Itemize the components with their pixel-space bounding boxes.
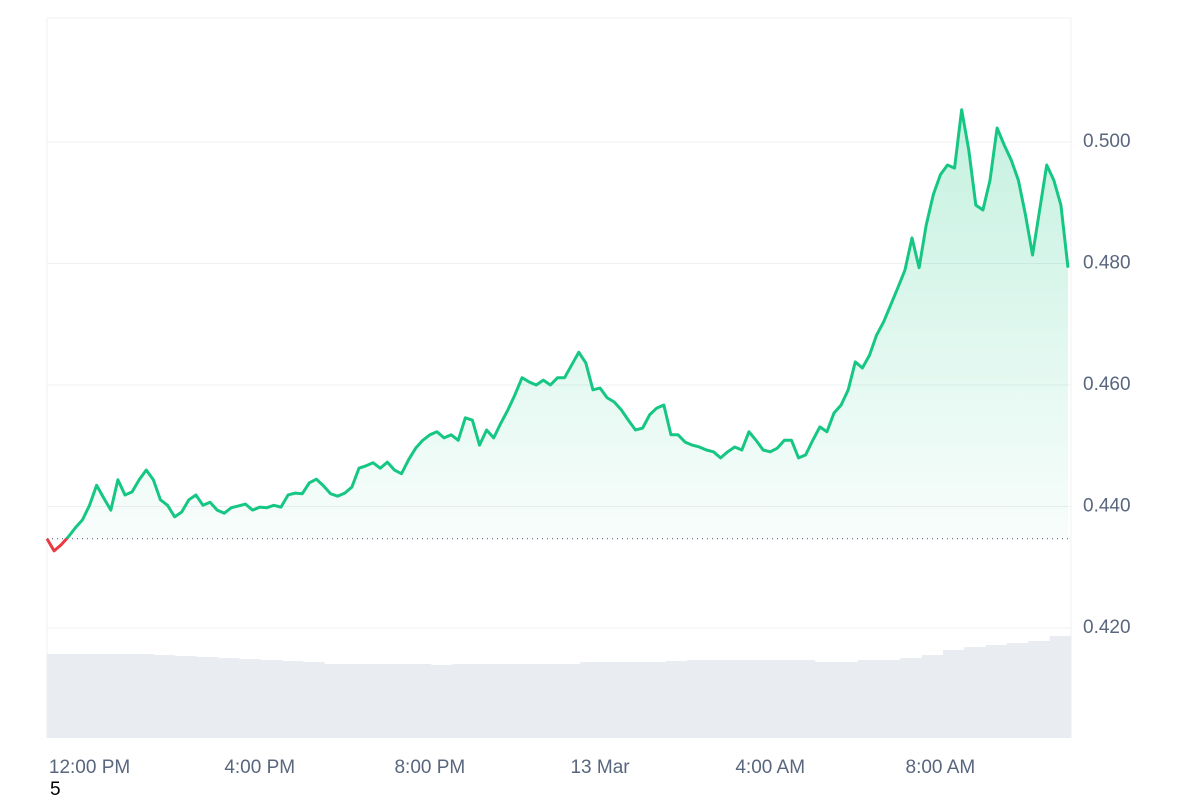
volume-bar [324, 664, 346, 738]
x-tick-label: 13 Mar [570, 757, 630, 778]
volume-bar [281, 661, 304, 738]
volume-bar [985, 645, 1008, 738]
x-tick-label: 4:00 PM [224, 757, 295, 778]
volume-bar [601, 662, 624, 738]
volume-bar [943, 650, 965, 738]
volume-bar [665, 661, 688, 738]
volume-bar [473, 664, 496, 738]
volume-bar [580, 662, 602, 738]
y-tick-label: 0.420 [1083, 617, 1131, 638]
volume-bar [751, 660, 773, 738]
volume-bar [687, 660, 709, 738]
volume-bar [153, 655, 176, 738]
volume-bar [68, 654, 90, 738]
x-tick-label: 8:00 PM [394, 757, 465, 778]
volume-bar [388, 664, 410, 738]
volume-bar [260, 660, 282, 738]
volume-bar [303, 662, 325, 738]
volume-bar [47, 654, 69, 738]
volume-bar [623, 662, 645, 738]
volume-bar [111, 654, 133, 738]
volume-bar [367, 664, 389, 738]
volume-bar [345, 664, 368, 738]
volume-bar [964, 647, 986, 738]
volume-bar [537, 664, 560, 738]
volume-bar [431, 665, 453, 738]
volume-bar [921, 655, 944, 738]
volume-bar [1049, 636, 1072, 738]
volume-bar [217, 658, 240, 738]
volume-bar [879, 660, 901, 738]
y-tick-label: 0.460 [1083, 374, 1131, 395]
x-tick-label: 4:00 AM [735, 757, 805, 778]
volume-bar [857, 660, 880, 738]
volume-bar [559, 664, 581, 738]
volume-bar [1007, 643, 1029, 738]
y-tick-label: 0.480 [1083, 252, 1131, 273]
volume-bar [793, 660, 816, 738]
volume-bar [644, 662, 666, 738]
volume-bar [1028, 641, 1050, 738]
y-tick-label: 0.440 [1083, 496, 1131, 517]
price-line [45, 108, 1070, 553]
x-tick-label: 12:00 PM [49, 757, 130, 778]
volume-bar [196, 657, 218, 738]
area [66, 109, 1068, 539]
volume-bar [708, 660, 730, 738]
volume-bar [409, 664, 432, 738]
volume-bar [452, 664, 474, 738]
volume-bar [89, 654, 112, 738]
y-tick-label: 0.500 [1083, 131, 1131, 152]
volume-bar [729, 660, 752, 738]
volume-bar [772, 660, 794, 738]
volume-bar [175, 656, 197, 738]
volume-bar [815, 662, 837, 738]
volume-bar [516, 664, 538, 738]
volume-bar [900, 658, 922, 738]
volume-bar [132, 654, 154, 738]
volume-bar [836, 662, 858, 738]
volume-bar [495, 664, 517, 738]
footer-text: 5 [50, 779, 61, 800]
x-tick-label: 8:00 AM [906, 757, 976, 778]
volume-bar [239, 659, 261, 738]
